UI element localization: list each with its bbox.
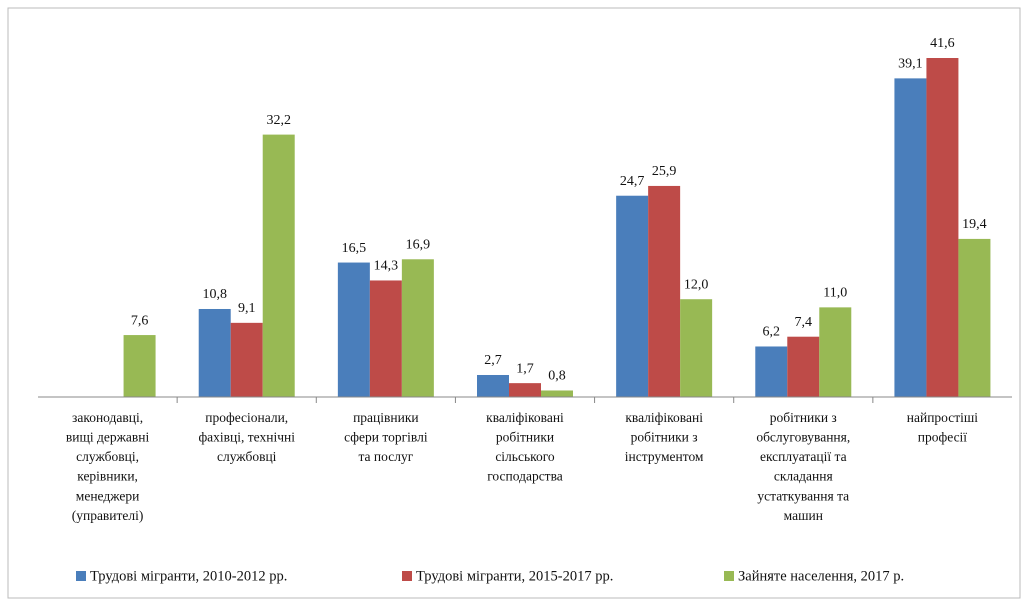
x-tick-label: найпростіші професії — [907, 410, 979, 445]
data-label: 32,2 — [266, 113, 291, 128]
legend-swatch — [402, 571, 412, 581]
bar — [755, 346, 788, 397]
x-tick-label: кваліфіковані робітники сільського господар… — [486, 410, 564, 484]
bar — [262, 134, 295, 398]
data-label: 7,6 — [131, 313, 149, 328]
bar — [401, 259, 434, 397]
data-label: 39,1 — [898, 57, 923, 72]
bar — [819, 307, 852, 397]
bar — [926, 58, 959, 397]
data-label: 14,3 — [374, 259, 399, 274]
bar — [123, 335, 156, 397]
data-label: 11,0 — [823, 286, 847, 301]
x-tick-label: працівники сфери торгівлі та послуг — [344, 410, 428, 464]
data-label: 24,7 — [620, 174, 645, 189]
bar — [958, 238, 991, 397]
legend-swatch — [724, 571, 734, 581]
bar — [648, 185, 681, 397]
bar — [894, 78, 927, 398]
x-tick-label: законодавці, вищі державні службовці, керів… — [66, 410, 150, 523]
legend-label: Зайняте населення, 2017 р. — [738, 568, 904, 584]
data-label: 25,9 — [652, 164, 677, 179]
x-tick-label: робітники з обслуговування, експлуатації т… — [756, 410, 850, 523]
data-label: 6,2 — [763, 325, 781, 340]
legend-swatch — [76, 571, 86, 581]
x-tick-label: кваліфіковані робітники з інструментом — [625, 410, 704, 464]
bar — [337, 262, 370, 397]
data-label: 16,5 — [342, 241, 367, 256]
data-label: 9,1 — [238, 301, 256, 316]
data-label: 10,8 — [202, 287, 227, 302]
bar — [369, 280, 402, 397]
bar — [616, 195, 649, 397]
data-label: 12,0 — [684, 277, 709, 292]
data-label: 7,4 — [795, 315, 813, 330]
data-label: 41,6 — [930, 36, 955, 51]
bar — [680, 299, 713, 397]
data-label: 2,7 — [484, 353, 502, 368]
bar — [541, 390, 573, 397]
data-label: 16,9 — [406, 238, 431, 253]
legend-label: Трудові мігранти, 2015-2017 рр. — [416, 568, 613, 584]
chart-frame — [7, 7, 1021, 599]
bar — [787, 336, 820, 397]
data-label: 0,8 — [548, 369, 566, 384]
x-tick-label: професіонали, фахівці, технічні службовці — [198, 410, 295, 464]
legend-label: Трудові мігранти, 2010-2012 рр. — [90, 568, 287, 584]
bar — [230, 322, 263, 397]
bar — [477, 374, 509, 397]
data-label: 1,7 — [516, 361, 534, 376]
bar — [509, 383, 541, 397]
bar — [198, 308, 231, 397]
data-label: 19,4 — [962, 217, 987, 232]
